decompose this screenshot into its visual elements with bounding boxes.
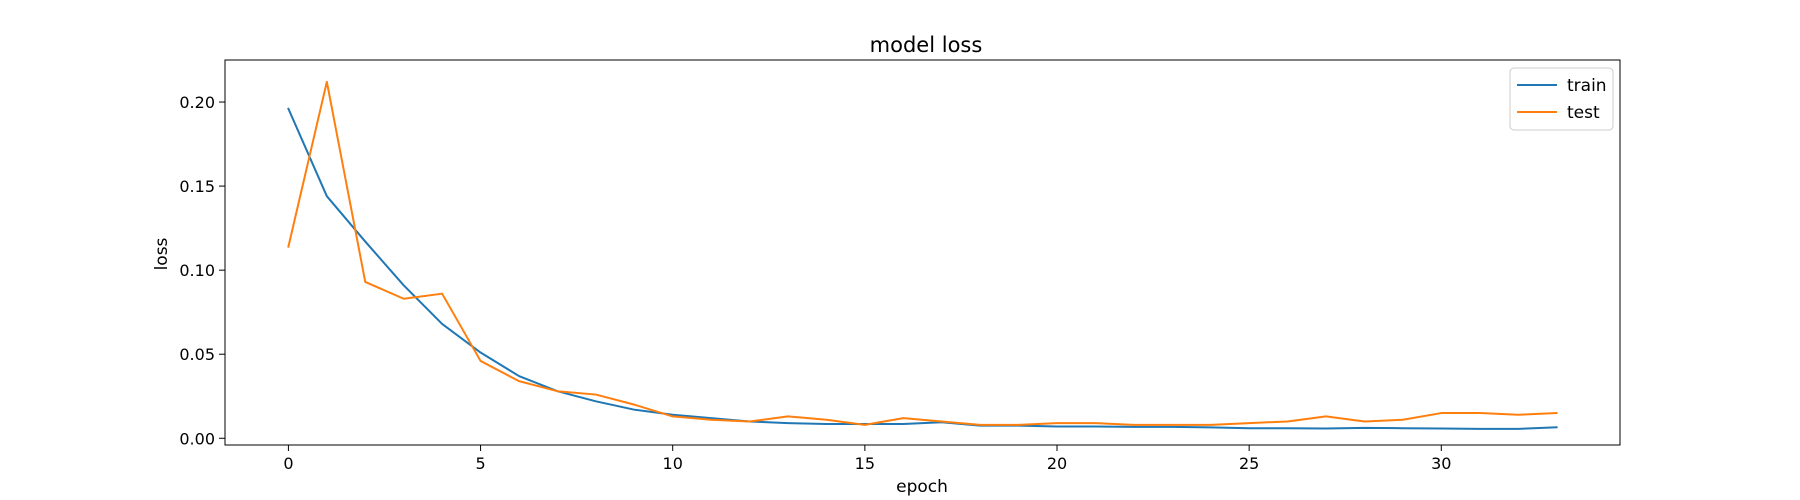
axes: 0 5 10 15 20 25 30 0.00 0.05 0.10 0.15 0.20 bbox=[179, 93, 1451, 473]
x-tick-label: 30 bbox=[1431, 454, 1451, 473]
series-line-train bbox=[287, 107, 1558, 430]
legend-label-test: test bbox=[1567, 103, 1600, 123]
series-line-test bbox=[287, 80, 1558, 426]
x-tick-label: 20 bbox=[1047, 454, 1067, 473]
legend-label-train: train bbox=[1567, 76, 1607, 96]
x-tick-label: 5 bbox=[475, 454, 485, 473]
x-tick-label: 15 bbox=[855, 454, 875, 473]
y-tick-label: 0.15 bbox=[179, 177, 215, 196]
plot-area bbox=[287, 80, 1558, 430]
legend-box bbox=[1509, 67, 1614, 131]
chart-title: model loss bbox=[870, 33, 983, 57]
plot-frame bbox=[224, 59, 1621, 446]
x-tick-label: 0 bbox=[283, 454, 293, 473]
x-tick-label: 25 bbox=[1239, 454, 1259, 473]
y-tick-label: 0.20 bbox=[179, 93, 215, 112]
y-tick-label: 0.00 bbox=[179, 429, 215, 448]
y-tick-label: 0.10 bbox=[179, 261, 215, 280]
x-tick-label: 10 bbox=[663, 454, 683, 473]
x-axis-label: epoch bbox=[896, 477, 948, 497]
y-tick-label: 0.05 bbox=[179, 345, 215, 364]
legend: train test bbox=[1509, 67, 1614, 131]
y-axis-label: loss bbox=[152, 237, 172, 270]
